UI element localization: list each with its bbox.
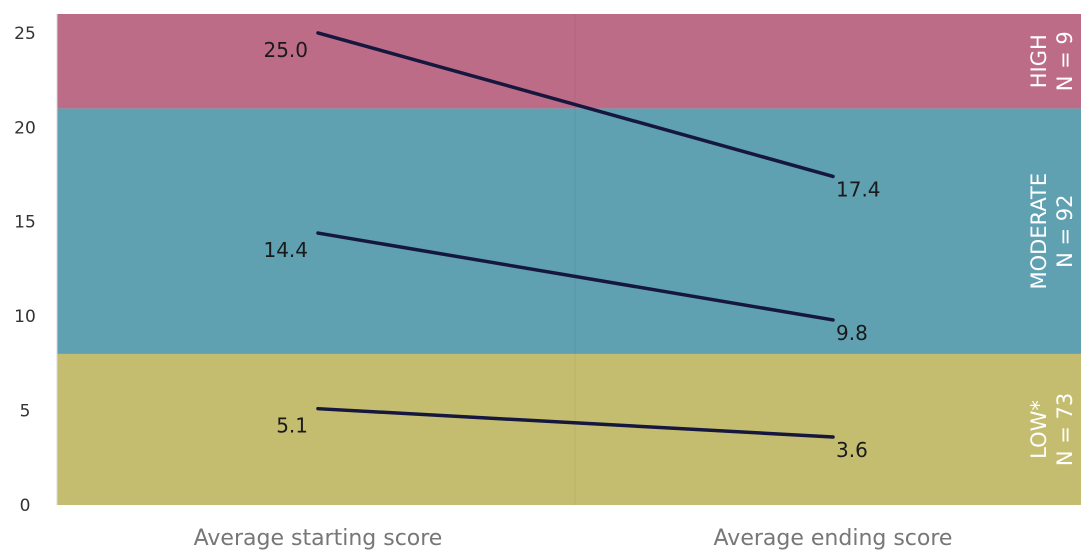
band-label: LOW* N = 73 bbox=[1027, 393, 1077, 466]
data-label-start: 14.4 bbox=[263, 238, 308, 262]
y-tick-label: 5 bbox=[20, 402, 31, 422]
data-label-start: 5.1 bbox=[276, 414, 308, 438]
y-tick-label: 20 bbox=[14, 118, 36, 138]
band-labels: LOW* N = 73 MODERATE N = 92 HIGH N = 9 bbox=[1027, 31, 1077, 466]
series-lines bbox=[316, 31, 835, 439]
band-high bbox=[57, 14, 1081, 109]
y-tick-label: 10 bbox=[14, 307, 36, 327]
band-low bbox=[57, 353, 1081, 505]
series-line bbox=[316, 406, 835, 439]
series-line bbox=[316, 31, 835, 179]
band-name: MODERATE bbox=[1027, 173, 1051, 290]
band-count: N = 92 bbox=[1053, 194, 1077, 267]
band-moderate bbox=[57, 108, 1081, 354]
x-category-label: Average starting score bbox=[194, 526, 443, 551]
y-axis: 0 5 10 15 20 25 bbox=[14, 14, 58, 516]
band-label: HIGH N = 9 bbox=[1027, 31, 1077, 91]
series-line bbox=[316, 231, 835, 322]
risk-bands bbox=[57, 14, 1081, 505]
x-axis: Average starting score Average ending sco… bbox=[194, 526, 953, 551]
x-category-label: Average ending score bbox=[714, 526, 953, 551]
y-tick-label: 0 bbox=[20, 496, 31, 516]
band-label: MODERATE N = 92 bbox=[1027, 173, 1077, 290]
data-label-end: 17.4 bbox=[836, 177, 881, 201]
band-name: LOW* bbox=[1027, 400, 1051, 459]
y-tick-label: 25 bbox=[14, 24, 36, 44]
data-labels: 25.0 17.4 14.4 9.8 5.1 3.6 bbox=[263, 38, 880, 462]
band-count: N = 73 bbox=[1053, 393, 1077, 466]
data-label-end: 3.6 bbox=[836, 438, 868, 462]
data-label-start: 25.0 bbox=[263, 38, 308, 62]
y-tick-label: 15 bbox=[14, 213, 36, 233]
band-name: HIGH bbox=[1027, 34, 1051, 88]
band-count: N = 9 bbox=[1053, 31, 1077, 91]
data-label-end: 9.8 bbox=[836, 321, 868, 345]
